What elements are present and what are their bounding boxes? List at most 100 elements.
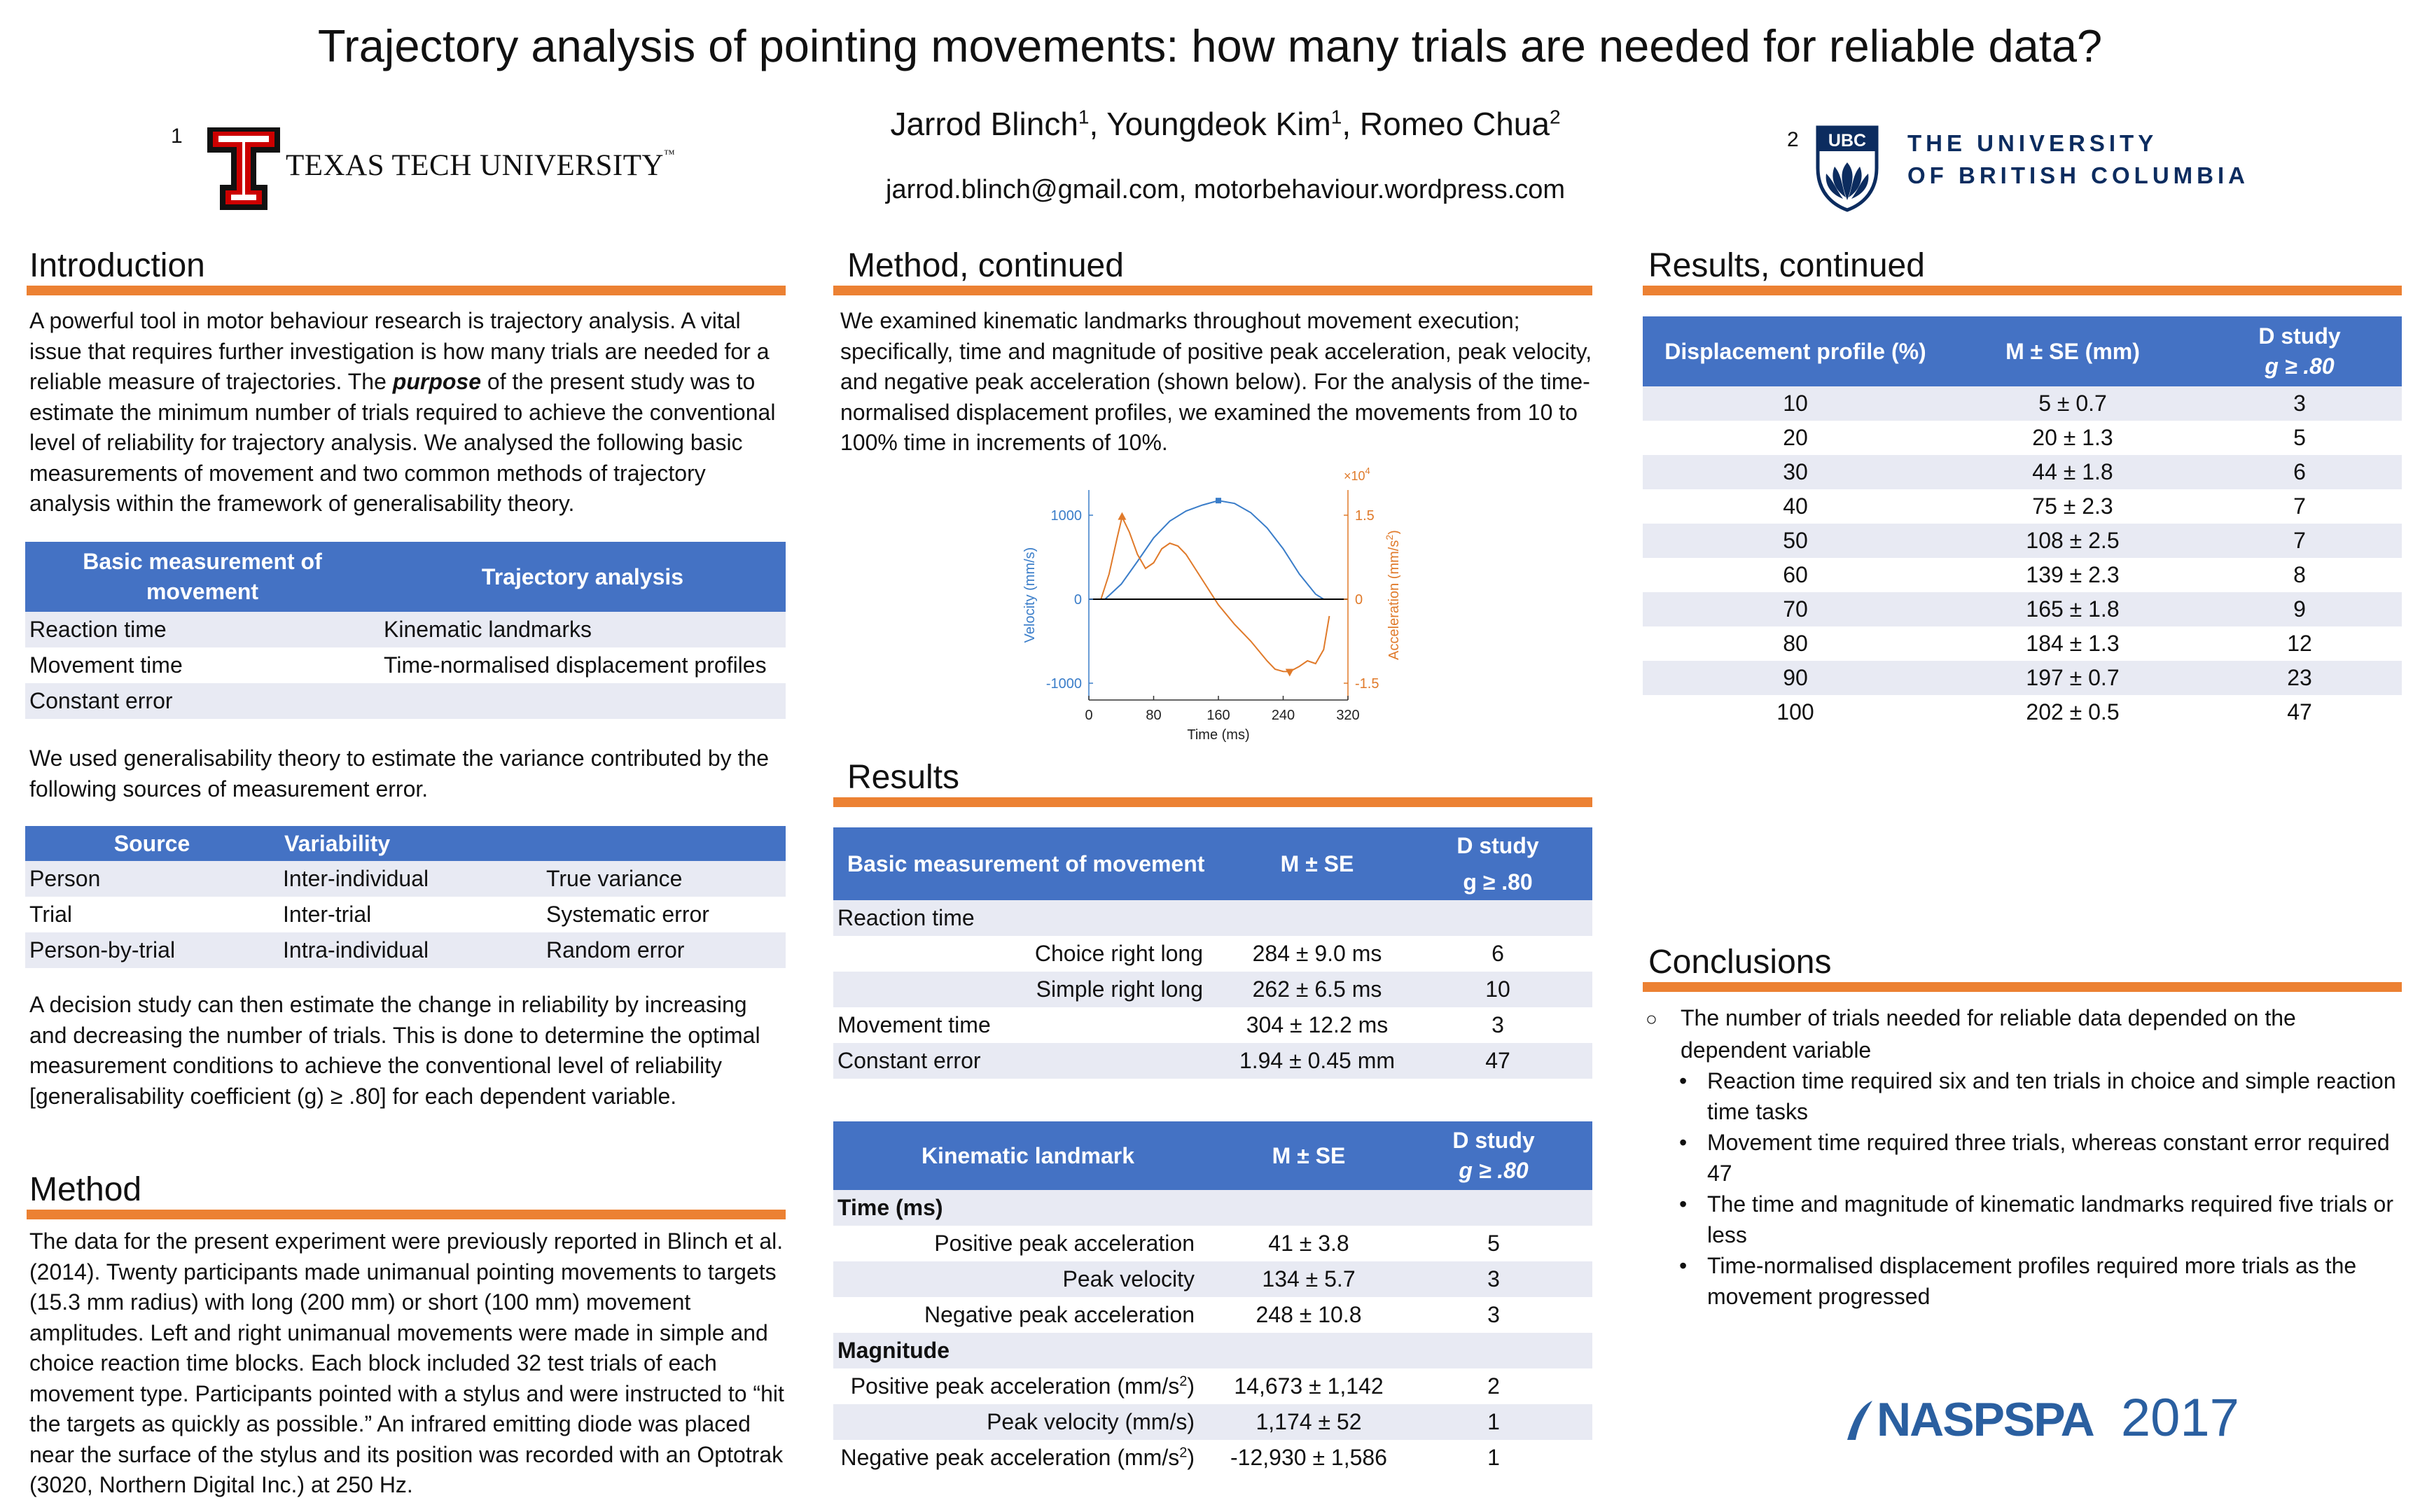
right-axis-label: Acceleration (mm/s2)	[1384, 530, 1400, 660]
table-row: Negative peak acceleration 248 ± 10.8 3	[833, 1297, 1592, 1333]
d-study-cell: 3	[1395, 1261, 1592, 1297]
affiliation-number: 1	[171, 125, 183, 148]
error-sources-table: Source Variability Person Inter-individua…	[25, 826, 786, 968]
mean-se-cell: 197 ± 0.7	[1948, 661, 2197, 695]
percent-cell: 20	[1643, 421, 1948, 455]
section-divider	[1643, 982, 2402, 992]
conclusion-sub-item: Movement time required three trials, whe…	[1646, 1127, 2402, 1189]
column-header: D study	[1456, 833, 1539, 858]
mean-se-cell: 262 ± 6.5 ms	[1231, 972, 1403, 1007]
table-row: 90 197 ± 0.7 23	[1643, 661, 2402, 695]
mean-se-cell	[1223, 1333, 1395, 1368]
mean-se-cell: 14,673 ± 1,142	[1223, 1368, 1395, 1404]
table-row: 70 165 ± 1.8 9	[1643, 592, 2402, 626]
positive-peak-acceleration-marker	[1118, 512, 1127, 520]
method-continued-paragraph: We examined kinematic landmarks througho…	[840, 308, 1592, 455]
percent-cell: 40	[1643, 489, 1948, 524]
table-row: 30 44 ± 1.8 6	[1643, 455, 2402, 489]
table-cell: Time-normalised displacement profiles	[380, 648, 786, 683]
intro-text: of the present study was to estimate the…	[29, 369, 776, 516]
row-label: Constant error	[833, 1043, 1231, 1079]
row-label: Negative peak acceleration	[833, 1297, 1223, 1333]
mean-se-cell: 20 ± 1.3	[1948, 421, 2197, 455]
introduction-heading: Introduction	[29, 247, 205, 284]
row-label-text: )	[1187, 1373, 1195, 1399]
table-cell: Trial	[25, 897, 279, 932]
introduction-paragraph: A powerful tool in motor behaviour resea…	[29, 306, 786, 519]
conclusions-heading: Conclusions	[1648, 944, 1832, 981]
decision-study-paragraph: A decision study can then estimate the c…	[29, 992, 760, 1109]
d-study-cell: 3	[1395, 1297, 1592, 1333]
method-paragraph: The data for the present experiment were…	[29, 1228, 784, 1497]
x-tick-label: 240	[1272, 708, 1295, 723]
table-cell	[380, 683, 786, 719]
section-divider	[1643, 286, 2402, 295]
table-row: Peak velocity 134 ± 5.7 3	[833, 1261, 1592, 1297]
multiplier-base: ×10	[1344, 469, 1365, 483]
ubc-crest-icon: UBC	[1816, 125, 1879, 212]
column-header	[542, 826, 786, 861]
percent-cell: 10	[1643, 386, 1948, 421]
ubc-name-line1: THE UNIVERSITY	[1907, 130, 2158, 156]
mean-se-cell: 1.94 ± 0.45 mm	[1231, 1043, 1403, 1079]
mean-se-cell: 75 ± 2.3	[1948, 489, 2197, 524]
d-study-cell: 9	[2197, 592, 2402, 626]
results-heading: Results	[847, 759, 960, 796]
x-tick-label: 320	[1336, 708, 1359, 723]
trademark-mark: ™	[664, 148, 676, 160]
left-tick-label: 1000	[1051, 508, 1083, 524]
author-name: Romeo Chua	[1359, 106, 1550, 142]
table-row: Time (ms)	[833, 1190, 1592, 1226]
mean-se-cell: 41 ± 3.8	[1223, 1226, 1395, 1261]
right-tick-label: 1.5	[1355, 508, 1375, 524]
d-study-cell: 10	[1403, 972, 1592, 1007]
d-study-cell: 5	[2197, 421, 2402, 455]
author-name: Youngdeok Kim	[1106, 106, 1331, 142]
d-study-cell: 7	[2197, 489, 2402, 524]
method-heading: Method	[29, 1171, 142, 1208]
intro-text: A powerful tool in motor behaviour resea…	[29, 308, 770, 394]
displacement-table: Displacement profile (%) M ± SE (mm) D s…	[1643, 316, 2402, 729]
percent-cell: 90	[1643, 661, 1948, 695]
left-tick-label: -1000	[1046, 676, 1082, 692]
row-label: Movement time	[833, 1007, 1231, 1043]
percent-cell: 50	[1643, 524, 1948, 558]
table-cell: Reaction time	[25, 612, 380, 648]
mean-se-cell: 304 ± 12.2 ms	[1231, 1007, 1403, 1043]
superscript: 2	[1179, 1445, 1188, 1461]
right-tick-label: -1.5	[1355, 676, 1379, 692]
d-study-cell: 2	[1395, 1368, 1592, 1404]
table-row: 60 139 ± 2.3 8	[1643, 558, 2402, 592]
percent-cell: 100	[1643, 695, 1948, 729]
kinematic-results-table: Kinematic landmark M ± SE D study g ≥ .80…	[833, 1121, 1592, 1476]
ubc-name-line2: OF BRITISH COLUMBIA	[1907, 162, 2249, 188]
row-label-text: Time (ms)	[837, 1195, 943, 1220]
section-divider	[833, 797, 1592, 807]
d-study-cell: 6	[1403, 936, 1592, 972]
percent-cell: 70	[1643, 592, 1948, 626]
conclusion-sub-item: Reaction time required six and ten trial…	[1646, 1065, 2402, 1127]
table-cell: True variance	[542, 861, 786, 897]
percent-cell: 60	[1643, 558, 1948, 592]
d-study-cell: 6	[2197, 455, 2402, 489]
results-continued-heading: Results, continued	[1648, 247, 1925, 284]
superscript: 2	[1179, 1373, 1188, 1390]
row-label: Positive peak acceleration	[833, 1226, 1223, 1261]
table-row: Magnitude	[833, 1333, 1592, 1368]
d-study-cell: 5	[1395, 1226, 1592, 1261]
naspspa-logo: NASPSPA 2017	[1846, 1387, 2239, 1448]
table-row: 50 108 ± 2.5 7	[1643, 524, 2402, 558]
column-header: Trajectory analysis	[380, 542, 786, 612]
column-header: Basic measurement of movement	[833, 827, 1231, 900]
conclusion-sub-item: The time and magnitude of kinematic land…	[1646, 1189, 2402, 1250]
row-label: Positive peak acceleration (mm/s2)	[833, 1368, 1223, 1404]
column-header-subtitle: g ≥ .80	[1459, 1158, 1529, 1183]
mean-se-cell	[1231, 900, 1403, 936]
table-cell: Intra-individual	[279, 932, 542, 968]
negative-peak-acceleration-marker	[1285, 668, 1294, 677]
table-row: 80 184 ± 1.3 12	[1643, 626, 2402, 661]
left-tick-label: 0	[1074, 592, 1082, 608]
table-cell: Kinematic landmarks	[380, 612, 786, 648]
mean-se-cell: 284 ± 9.0 ms	[1231, 936, 1403, 972]
column-header: D study	[1452, 1128, 1535, 1153]
